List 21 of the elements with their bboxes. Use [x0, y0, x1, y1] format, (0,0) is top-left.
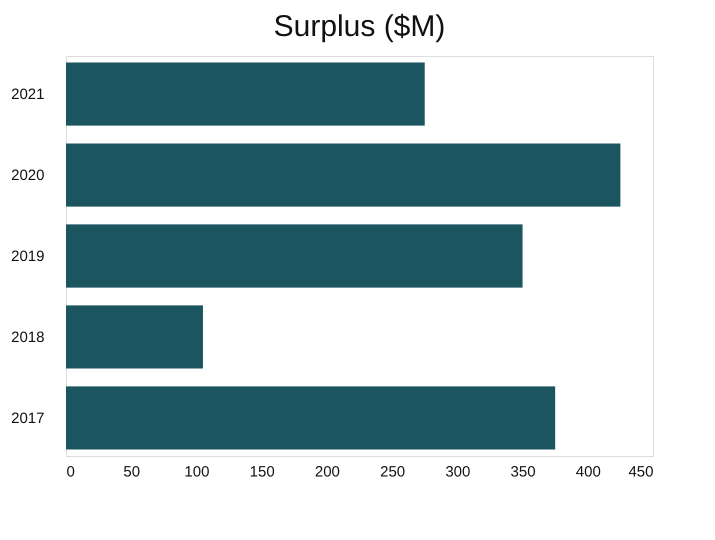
- bar: [66, 224, 523, 288]
- x-tick-label: 300: [445, 464, 470, 480]
- x-tick-label: 450: [628, 464, 654, 480]
- x-tick-label: 400: [576, 464, 601, 480]
- x-tick-label: 0: [66, 464, 75, 480]
- x-tick-label: 200: [314, 464, 340, 480]
- bar: [66, 143, 620, 207]
- bar: [66, 386, 556, 450]
- y-tick-label: 2020: [11, 167, 44, 184]
- x-tick-label: 100: [184, 464, 210, 480]
- chart-title: Surplus ($M): [274, 10, 446, 43]
- y-tick-label: 2018: [11, 328, 44, 346]
- x-tick-label: 350: [510, 464, 536, 480]
- y-tick-label: 2021: [11, 86, 44, 104]
- y-tick-label: 2017: [11, 410, 44, 427]
- x-tick-label: 50: [123, 464, 140, 480]
- bar: [66, 62, 425, 126]
- bar: [66, 305, 203, 369]
- y-tick-label: 2019: [11, 248, 44, 265]
- x-tick-label: 150: [250, 464, 275, 480]
- x-tick-label: 250: [380, 464, 406, 480]
